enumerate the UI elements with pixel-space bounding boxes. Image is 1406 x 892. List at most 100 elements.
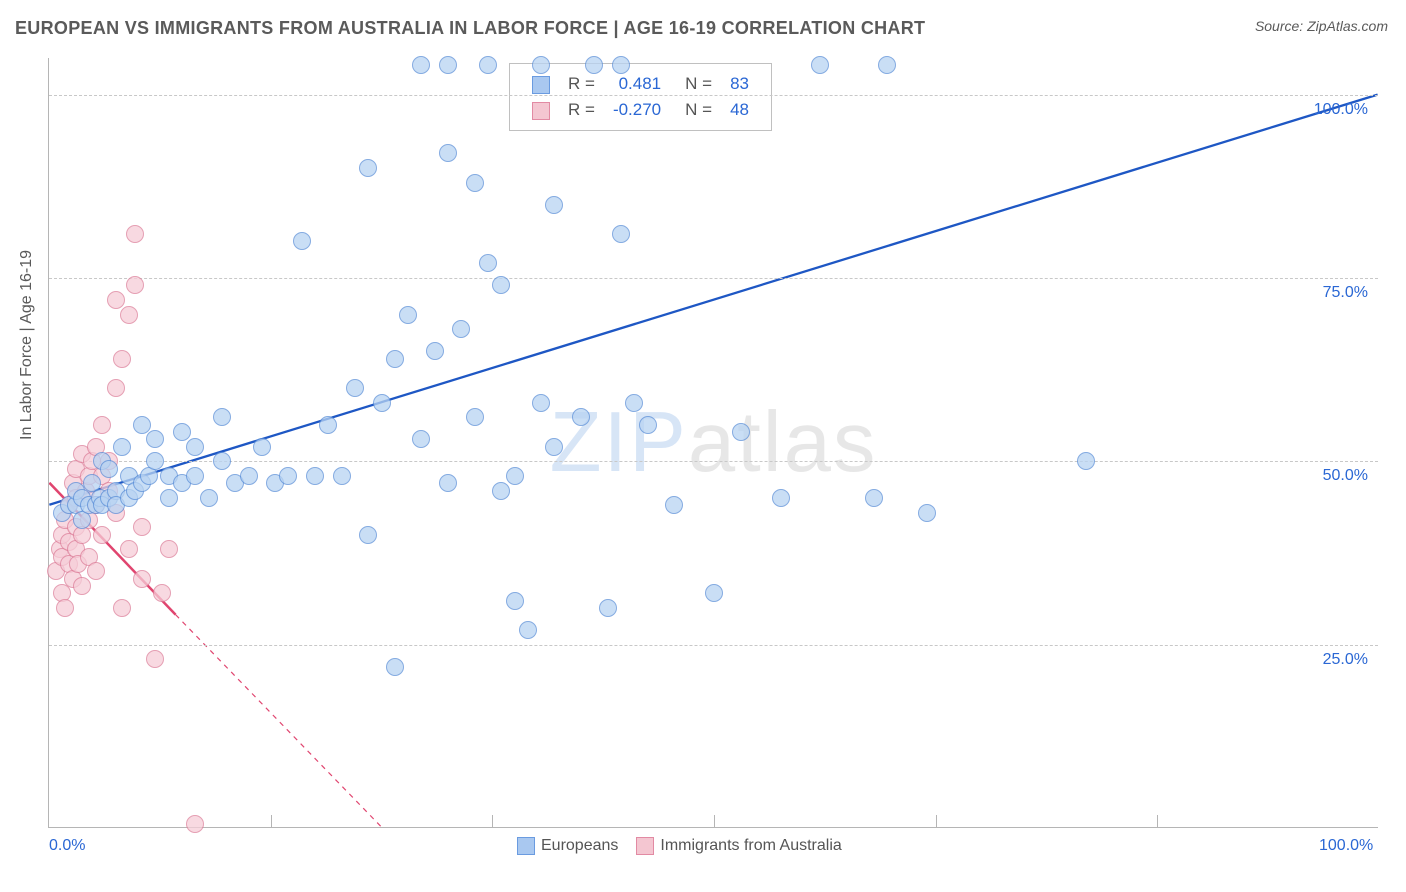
pink-point <box>87 562 105 580</box>
blue-point <box>133 416 151 434</box>
pink-point <box>126 276 144 294</box>
pink-point <box>126 225 144 243</box>
blue-point <box>186 438 204 456</box>
blue-point <box>359 526 377 544</box>
blue-point <box>160 489 178 507</box>
blue-point <box>359 159 377 177</box>
trend-lines <box>49 58 1378 827</box>
gridline <box>49 461 1378 462</box>
blue-point <box>279 467 297 485</box>
blue-point <box>732 423 750 441</box>
blue-point <box>1077 452 1095 470</box>
blue-point <box>479 254 497 272</box>
blue-point <box>452 320 470 338</box>
x-tick-label: 100.0% <box>1319 837 1373 855</box>
blue-point <box>386 658 404 676</box>
watermark-atlas: atlas <box>688 395 878 490</box>
blue-point <box>506 467 524 485</box>
pink-point <box>120 540 138 558</box>
chart-title: EUROPEAN VS IMMIGRANTS FROM AUSTRALIA IN… <box>15 18 925 39</box>
pink-point <box>93 416 111 434</box>
correlation-legend: R =0.481N =83R =-0.270N =48 <box>509 63 772 131</box>
blue-point <box>439 56 457 74</box>
blue-point <box>545 438 563 456</box>
blue-point <box>572 408 590 426</box>
blue-point <box>506 592 524 610</box>
y-tick-label: 50.0% <box>1323 467 1368 485</box>
blue-point <box>346 379 364 397</box>
legend-item: Immigrants from Australia <box>618 837 841 854</box>
pink-point <box>160 540 178 558</box>
blue-point <box>665 496 683 514</box>
source-label: Source: ZipAtlas.com <box>1255 18 1388 34</box>
blue-point <box>918 504 936 522</box>
legend-row: R =0.481N =83 <box>524 72 757 96</box>
blue-point <box>333 467 351 485</box>
blue-point <box>253 438 271 456</box>
pink-point <box>120 306 138 324</box>
blue-point <box>186 467 204 485</box>
blue-point <box>173 423 191 441</box>
blue-point <box>466 174 484 192</box>
blue-point <box>811 56 829 74</box>
blue-point <box>585 56 603 74</box>
blue-point <box>386 350 404 368</box>
blue-point <box>412 56 430 74</box>
blue-point <box>439 474 457 492</box>
blue-point <box>293 232 311 250</box>
pink-point <box>113 350 131 368</box>
y-axis-label: In Labor Force | Age 16-19 <box>18 250 36 440</box>
pink-point <box>146 650 164 668</box>
blue-point <box>146 430 164 448</box>
pink-point <box>133 518 151 536</box>
x-tick-label: 0.0% <box>49 837 85 855</box>
gridline <box>49 95 1378 96</box>
plot-area: ZIPatlas R =0.481N =83R =-0.270N =48 Eur… <box>48 58 1378 828</box>
blue-point <box>625 394 643 412</box>
blue-point <box>146 452 164 470</box>
pink-point <box>133 570 151 588</box>
gridline <box>49 278 1378 279</box>
legend-item: Europeans <box>499 837 618 854</box>
blue-point <box>100 460 118 478</box>
blue-point <box>545 196 563 214</box>
blue-point <box>466 408 484 426</box>
blue-point <box>412 430 430 448</box>
blue-point <box>213 452 231 470</box>
blue-point <box>373 394 391 412</box>
y-tick-label: 25.0% <box>1323 651 1368 669</box>
blue-point <box>532 394 550 412</box>
pink-point <box>107 291 125 309</box>
blue-point <box>705 584 723 602</box>
x-minor-tick <box>492 815 493 827</box>
blue-point <box>200 489 218 507</box>
x-minor-tick <box>271 815 272 827</box>
blue-point <box>240 467 258 485</box>
blue-point <box>426 342 444 360</box>
blue-point <box>532 56 550 74</box>
blue-point <box>612 225 630 243</box>
pink-point <box>113 599 131 617</box>
blue-point <box>865 489 883 507</box>
pink-point <box>73 577 91 595</box>
blue-point <box>612 56 630 74</box>
blue-point <box>599 599 617 617</box>
blue-point <box>492 482 510 500</box>
blue-point <box>113 438 131 456</box>
y-tick-label: 75.0% <box>1323 284 1368 302</box>
x-minor-tick <box>936 815 937 827</box>
pink-point <box>186 815 204 833</box>
blue-point <box>639 416 657 434</box>
pink-point <box>93 526 111 544</box>
blue-point <box>213 408 231 426</box>
gridline <box>49 645 1378 646</box>
blue-point <box>519 621 537 639</box>
series-legend: EuropeansImmigrants from Australia <box>499 837 842 855</box>
blue-point <box>319 416 337 434</box>
pink-point <box>56 599 74 617</box>
blue-point <box>492 276 510 294</box>
blue-point <box>399 306 417 324</box>
blue-point <box>479 56 497 74</box>
pink-point <box>107 379 125 397</box>
watermark-zip: ZIP <box>550 395 688 490</box>
